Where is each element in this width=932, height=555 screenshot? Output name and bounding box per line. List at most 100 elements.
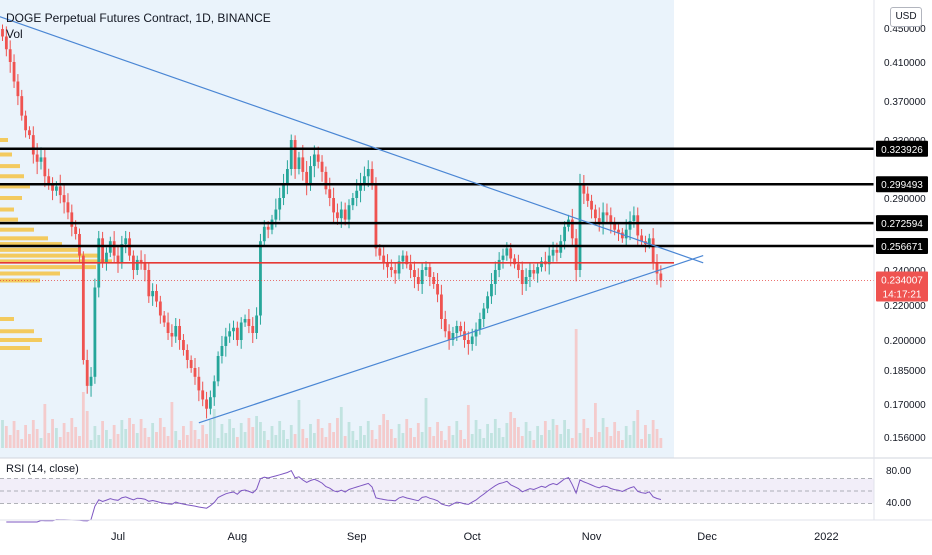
candle-body bbox=[282, 183, 285, 198]
candle bbox=[66, 193, 70, 220]
volume-bar bbox=[185, 435, 189, 448]
volume-bar bbox=[413, 437, 416, 448]
candle bbox=[363, 166, 366, 191]
volume-bar bbox=[597, 432, 601, 448]
candle bbox=[540, 257, 543, 272]
candle-body bbox=[505, 248, 509, 256]
candle bbox=[386, 254, 389, 278]
candle-body bbox=[594, 209, 597, 219]
candle-body bbox=[182, 340, 185, 350]
candle-body bbox=[382, 255, 386, 263]
candle-body bbox=[436, 284, 439, 295]
chart-title: DOGE Perpetual Futures Contract, 1D, BIN… bbox=[6, 11, 271, 25]
time-axis[interactable]: Jul Aug Sep Oct Nov Dec 2022 bbox=[0, 519, 932, 543]
level-price-label-bg bbox=[876, 176, 928, 193]
horizontal-levels[interactable] bbox=[0, 147, 874, 281]
candle-body bbox=[120, 244, 124, 263]
candle bbox=[39, 147, 43, 170]
volume-profile-bar bbox=[0, 346, 30, 350]
volume-profile-bar bbox=[0, 184, 30, 189]
candle-body bbox=[124, 238, 128, 245]
volume-bar bbox=[193, 430, 197, 448]
candle-body bbox=[470, 336, 474, 344]
candle bbox=[451, 326, 455, 346]
candle-body bbox=[482, 308, 486, 319]
volume-bar bbox=[251, 427, 255, 448]
candle-body bbox=[274, 209, 278, 220]
currency-button[interactable]: USD bbox=[890, 7, 922, 27]
candle bbox=[182, 334, 185, 356]
price-axis[interactable]: 0.4500000.4100000.3700000.3300000.290000… bbox=[873, 0, 926, 520]
volume-bar bbox=[243, 432, 247, 448]
candle-body bbox=[343, 209, 347, 220]
candle-body bbox=[563, 226, 566, 242]
candle-body bbox=[189, 360, 193, 368]
trend-lines[interactable] bbox=[0, 4, 704, 424]
candle-body bbox=[440, 294, 443, 319]
volume-bar bbox=[574, 329, 578, 448]
time-tick-label: 2022 bbox=[814, 531, 838, 543]
volume-bar bbox=[409, 428, 412, 448]
volume-bar bbox=[1, 420, 4, 448]
candle bbox=[43, 148, 47, 188]
candle bbox=[151, 283, 155, 306]
level-price-label: 0.272594 bbox=[881, 219, 923, 230]
volume-profile-bar bbox=[0, 259, 112, 264]
candle-body bbox=[243, 319, 247, 323]
volume-bar bbox=[463, 439, 466, 448]
volume-bar bbox=[474, 420, 478, 448]
volume-indicator-label[interactable]: Vol bbox=[6, 27, 23, 41]
candle-body bbox=[578, 183, 582, 270]
candle-body bbox=[551, 249, 555, 256]
candle-body bbox=[632, 215, 636, 222]
volume-bar bbox=[613, 422, 617, 448]
volume-bar bbox=[540, 435, 543, 448]
volume-bar bbox=[197, 439, 201, 448]
volume-bar bbox=[178, 440, 181, 448]
candle bbox=[366, 160, 370, 188]
candle bbox=[332, 187, 335, 224]
volume-profile-bar bbox=[0, 174, 24, 179]
volume-bar bbox=[212, 409, 216, 448]
candle bbox=[424, 261, 428, 277]
volume-bar bbox=[366, 421, 370, 448]
candle-body bbox=[393, 270, 397, 274]
bar-countdown-label: 14:17:21 bbox=[883, 289, 922, 300]
candle-body bbox=[158, 301, 162, 316]
candle-body bbox=[324, 171, 328, 190]
lower-trend-line[interactable] bbox=[198, 255, 704, 424]
candle-body bbox=[293, 140, 297, 169]
candle bbox=[143, 254, 147, 282]
candle bbox=[209, 390, 212, 415]
rsi-indicator-label[interactable]: RSI (14, close) bbox=[6, 463, 79, 475]
candle-body bbox=[162, 315, 166, 323]
volume-bar bbox=[605, 427, 609, 448]
candle-body bbox=[582, 183, 586, 194]
candle bbox=[243, 314, 247, 327]
volume-bar bbox=[139, 419, 143, 448]
upper-trend-line[interactable] bbox=[0, 4, 704, 264]
candle-body bbox=[374, 183, 378, 249]
volume-bar bbox=[174, 431, 178, 448]
volume-bar bbox=[35, 429, 39, 448]
candle bbox=[47, 168, 51, 190]
candle bbox=[401, 250, 405, 270]
volume-bar bbox=[609, 436, 613, 448]
time-tick-label: Sep bbox=[347, 531, 367, 543]
candle bbox=[31, 126, 35, 164]
candle bbox=[636, 207, 640, 245]
price-tick-label: 0.156000 bbox=[884, 433, 926, 444]
candle-body bbox=[636, 215, 640, 236]
volume-bar bbox=[482, 438, 486, 448]
volume-bar bbox=[89, 440, 93, 448]
candle bbox=[620, 227, 624, 243]
volume-bar bbox=[459, 430, 463, 448]
candle bbox=[574, 229, 578, 282]
candle-body bbox=[640, 235, 643, 242]
candle bbox=[301, 144, 305, 181]
candle-body bbox=[609, 215, 613, 224]
volume-bar bbox=[624, 426, 628, 448]
candle bbox=[582, 175, 586, 205]
volume-bar bbox=[51, 419, 54, 448]
